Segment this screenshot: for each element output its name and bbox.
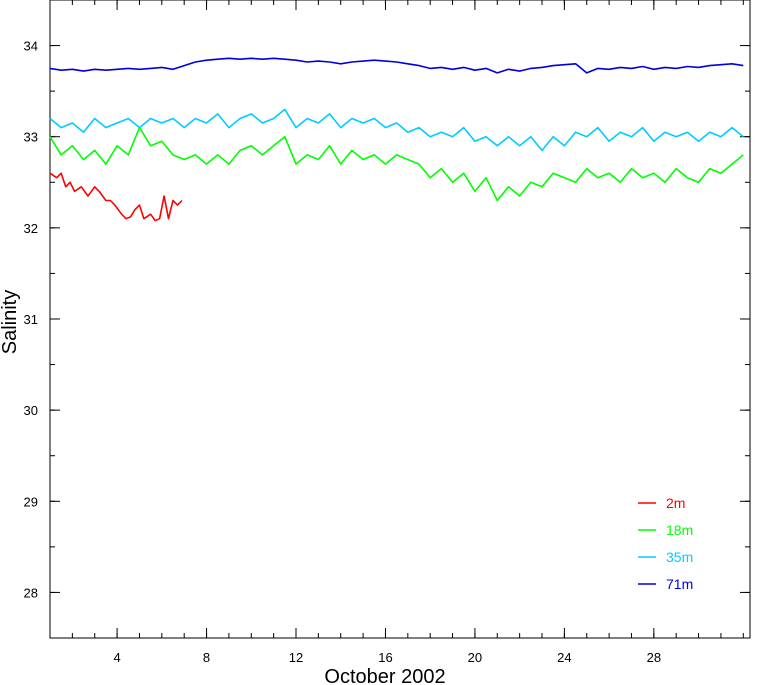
legend-label-35m: 35m [666, 549, 693, 565]
axis-ticks: 4 8 12 16 20 24 28 28 29 30 31 32 33 34 [24, 0, 750, 665]
y-tick-label: 31 [24, 312, 38, 327]
series-line-2m [49, 172, 183, 222]
x-tick-label: 8 [203, 650, 210, 665]
x-axis-title: October 2002 [324, 666, 445, 685]
x-tick-label: 16 [378, 650, 392, 665]
x-tick-label: 12 [289, 650, 303, 665]
x-tick-label: 4 [113, 650, 120, 665]
series-line-35m [49, 108, 744, 152]
series-line-18m [49, 126, 744, 202]
x-tick-label: 20 [468, 650, 482, 665]
plot-frame [49, 0, 751, 639]
y-tick-label: 34 [24, 39, 38, 54]
x-tick-label: 24 [557, 650, 571, 665]
y-axis-title: Salinity [0, 290, 21, 354]
legend: 2m 18m 35m 71m [638, 495, 693, 592]
y-tick-label: 28 [24, 585, 38, 600]
legend-label-71m: 71m [666, 576, 693, 592]
y-tick-label: 33 [24, 130, 38, 145]
legend-label-18m: 18m [666, 522, 693, 538]
series-lines [49, 57, 744, 222]
y-tick-label: 29 [24, 494, 38, 509]
y-tick-label: 32 [24, 221, 38, 236]
y-tick-label: 30 [24, 403, 38, 418]
x-tick-label: 28 [647, 650, 661, 665]
legend-label-2m: 2m [666, 495, 685, 511]
series-line-71m [49, 57, 744, 74]
